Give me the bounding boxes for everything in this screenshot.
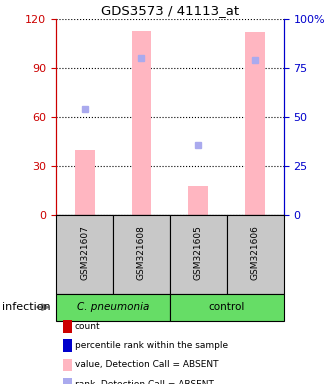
Text: control: control: [209, 302, 245, 312]
Text: GSM321606: GSM321606: [251, 225, 260, 280]
Bar: [227, 215, 284, 294]
Text: GSM321608: GSM321608: [137, 225, 146, 280]
Bar: [188, 186, 208, 215]
Bar: [113, 215, 170, 294]
Bar: [170, 294, 284, 321]
Bar: [56, 215, 113, 294]
Text: infection: infection: [2, 302, 50, 312]
Text: GSM321607: GSM321607: [80, 225, 89, 280]
Text: percentile rank within the sample: percentile rank within the sample: [75, 341, 228, 350]
Text: C. pneumonia: C. pneumonia: [77, 302, 149, 312]
Bar: [170, 215, 227, 294]
Bar: [246, 32, 265, 215]
Bar: [132, 31, 151, 215]
Text: GSM321605: GSM321605: [194, 225, 203, 280]
Bar: [75, 150, 94, 215]
Text: count: count: [75, 322, 100, 331]
Bar: [56, 294, 170, 321]
Text: rank, Detection Call = ABSENT: rank, Detection Call = ABSENT: [75, 379, 214, 384]
Title: GDS3573 / 41113_at: GDS3573 / 41113_at: [101, 3, 239, 17]
Text: value, Detection Call = ABSENT: value, Detection Call = ABSENT: [75, 360, 218, 369]
